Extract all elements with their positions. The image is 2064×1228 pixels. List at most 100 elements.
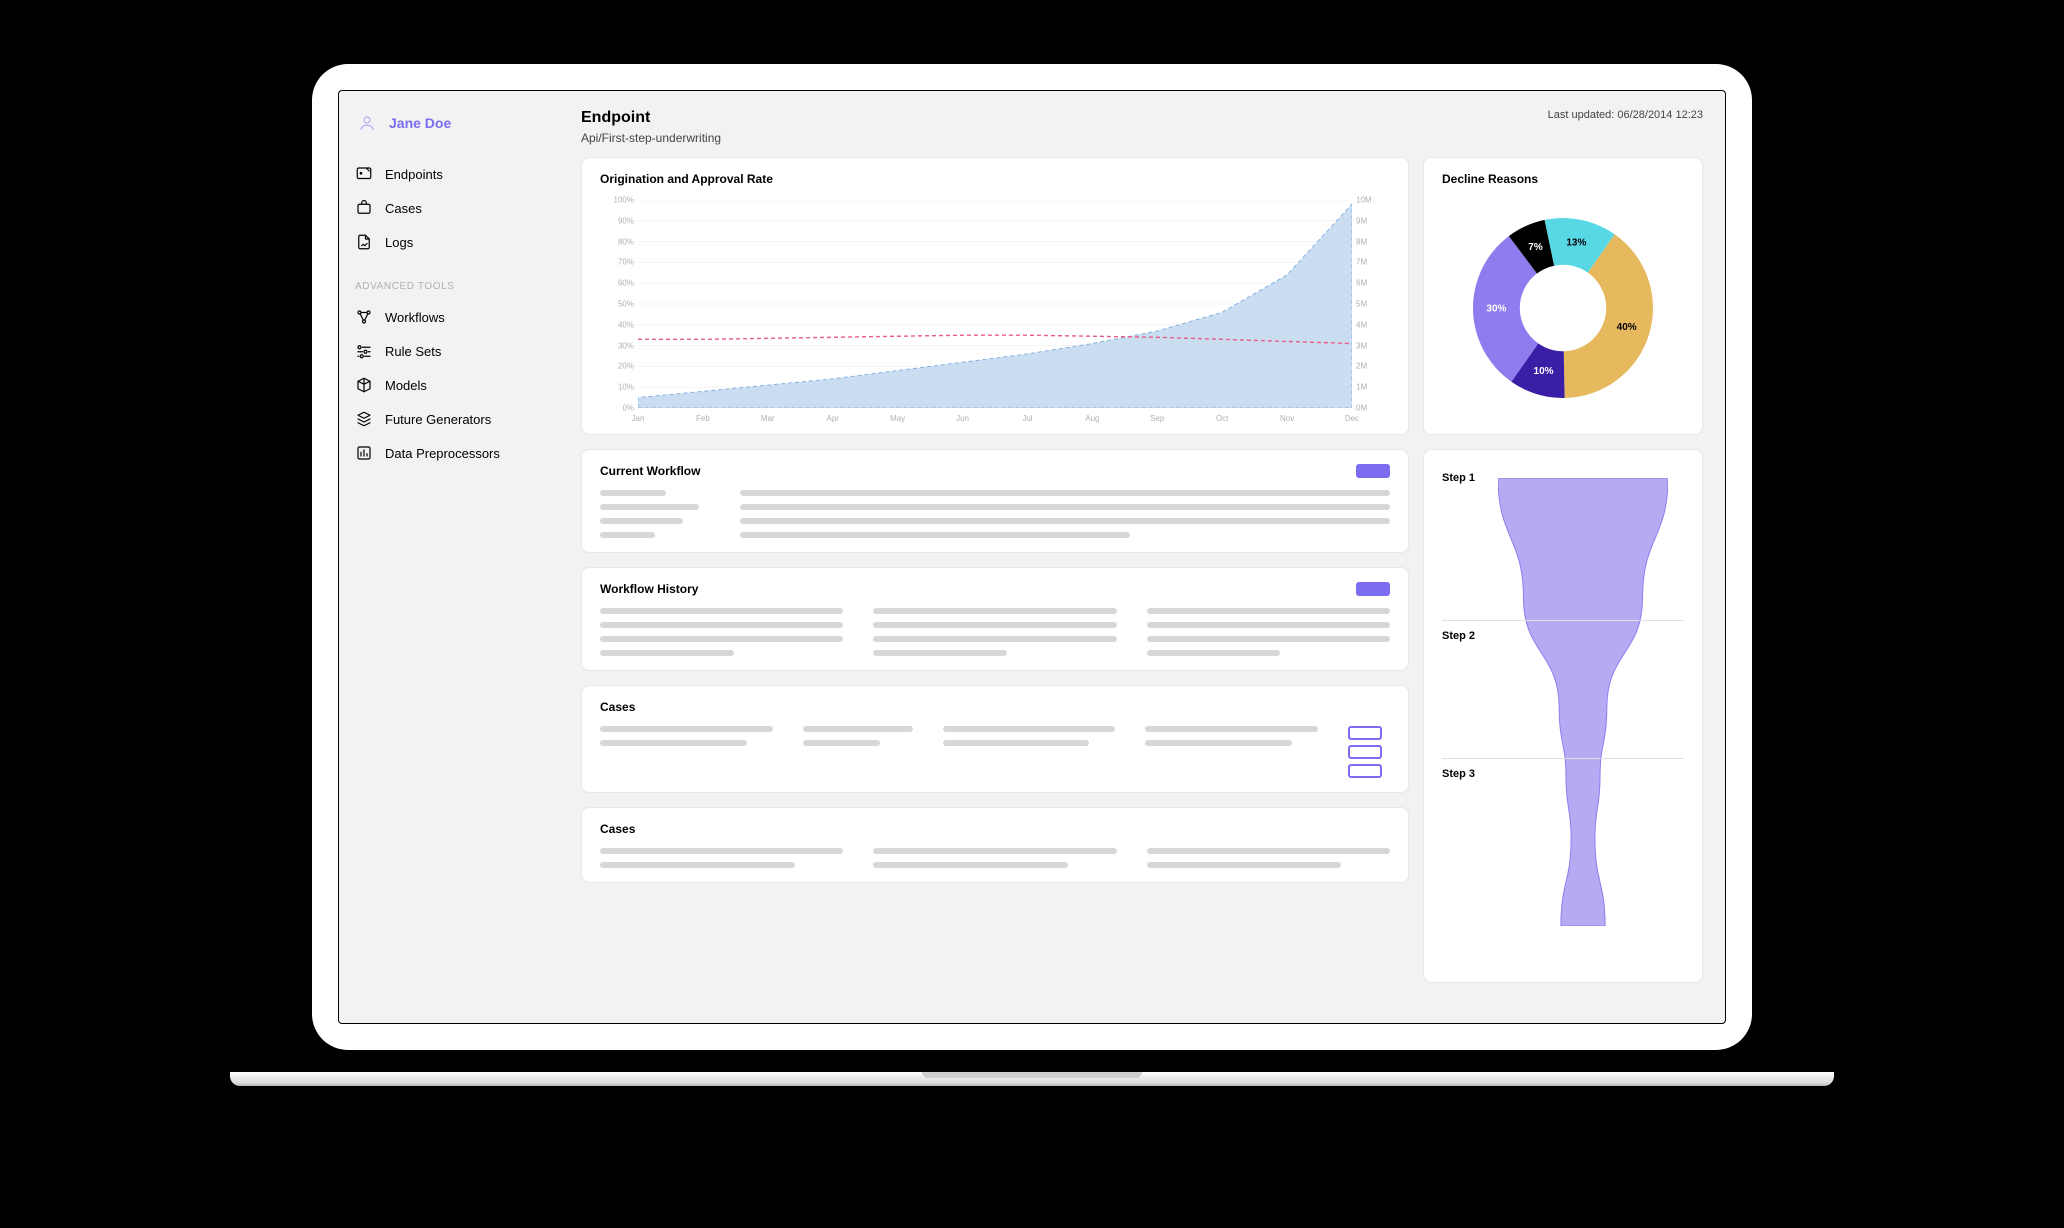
y-right-tick: 5M [1356, 300, 1367, 309]
skeleton [600, 726, 1390, 778]
endpoints-icon [355, 165, 373, 183]
right-stack: Step 1Step 2Step 3 [1423, 449, 1703, 983]
user-avatar-icon [355, 111, 379, 135]
chart-x-axis: JanFebMarAprMayJunJulAugSepOctNovDec [638, 414, 1352, 426]
y-left-tick: 80% [618, 237, 634, 246]
donut-wrap: 40% 10% 30% 7% 13% [1442, 196, 1684, 420]
nav-item-generators[interactable]: Future Generators [355, 402, 543, 436]
y-left-tick: 90% [618, 216, 634, 225]
cases-row-action[interactable] [1348, 764, 1382, 778]
y-left-tick: 50% [618, 300, 634, 309]
current-workflow-card: Current Workflow [581, 449, 1409, 553]
workflows-icon [355, 308, 373, 326]
y-right-tick: 6M [1356, 279, 1367, 288]
nav-item-rulesets[interactable]: Rule Sets [355, 334, 543, 368]
nav-item-cases[interactable]: Cases [355, 191, 543, 225]
main: Endpoint Api/First-step-underwriting Las… [559, 91, 1725, 1023]
y-left-tick: 30% [618, 341, 634, 350]
cases-card-a: Cases [581, 685, 1409, 793]
y-right-tick: 10M [1356, 196, 1372, 205]
nav-section-label: ADVANCED TOOLS [355, 281, 543, 292]
donut-slice-label: 30% [1486, 304, 1506, 315]
nav-item-logs[interactable]: Logs [355, 225, 543, 259]
funnel-step-label: Step 1 [1442, 472, 1475, 484]
y-right-tick: 1M [1356, 383, 1367, 392]
nav-item-endpoints[interactable]: Endpoints [355, 157, 543, 191]
page-title: Endpoint [581, 109, 721, 127]
workflow-history-card: Workflow History [581, 567, 1409, 671]
donut-slice-label: 40% [1617, 322, 1637, 333]
chart-svg [638, 200, 1352, 408]
user-name: Jane Doe [389, 115, 451, 131]
page-subtitle: Api/First-step-underwriting [581, 131, 721, 145]
x-tick: Apr [826, 414, 838, 423]
skeleton [600, 608, 1390, 656]
skeleton [600, 490, 1390, 538]
nav-item-models[interactable]: Models [355, 368, 543, 402]
funnel-step-label: Step 3 [1442, 768, 1475, 780]
funnel-shape [1498, 478, 1668, 926]
left-stack: Current Workflow [581, 449, 1409, 983]
funnel-separator [1442, 620, 1684, 621]
workflow-history-badge[interactable] [1356, 582, 1390, 596]
current-workflow-badge[interactable] [1356, 464, 1390, 478]
y-right-tick: 0M [1356, 404, 1367, 413]
laptop-base [230, 1072, 1834, 1086]
chart-y-axis-right: 0M1M2M3M4M5M6M7M8M9M10M [1356, 200, 1392, 408]
origination-chart-card: Origination and Approval Rate 0%10%20%30… [581, 157, 1409, 435]
x-tick: Jun [956, 414, 969, 423]
user-row[interactable]: Jane Doe [355, 111, 543, 135]
y-left-tick: 100% [614, 196, 634, 205]
y-left-tick: 40% [618, 320, 634, 329]
nav-item-label: Cases [385, 201, 422, 216]
nav-item-label: Rule Sets [385, 344, 441, 359]
y-left-tick: 60% [618, 279, 634, 288]
x-tick: Aug [1085, 414, 1099, 423]
chart-plot-area [638, 200, 1352, 408]
laptop-body: Jane Doe Endpoints Cases Logs ADVANCED TOO… [312, 64, 1752, 1050]
preprocessors-icon [355, 444, 373, 462]
donut-slice-label: 13% [1566, 237, 1586, 248]
rulesets-icon [355, 342, 373, 360]
x-tick: Oct [1216, 414, 1228, 423]
current-workflow-title: Current Workflow [600, 464, 700, 478]
last-updated-value: 06/28/2014 12:23 [1617, 109, 1703, 121]
logs-icon [355, 233, 373, 251]
nav-item-label: Workflows [385, 310, 445, 325]
x-tick: Nov [1280, 414, 1294, 423]
funnel-separator [1442, 758, 1684, 759]
y-right-tick: 7M [1356, 258, 1367, 267]
page-header: Endpoint Api/First-step-underwriting Las… [581, 109, 1703, 145]
cases-row-action[interactable] [1348, 726, 1382, 740]
chart-y-axis-left: 0%10%20%30%40%50%60%70%80%90%100% [598, 200, 634, 408]
donut-slice-label: 7% [1528, 242, 1543, 253]
cases-row-action[interactable] [1348, 745, 1382, 759]
sidebar: Jane Doe Endpoints Cases Logs ADVANCED TOO… [339, 91, 559, 1023]
nav-item-label: Logs [385, 235, 413, 250]
y-right-tick: 3M [1356, 341, 1367, 350]
x-tick: May [890, 414, 905, 423]
donut-slice-label: 10% [1534, 366, 1554, 377]
x-tick: Jul [1022, 414, 1032, 423]
cases-card-b: Cases [581, 807, 1409, 883]
funnel-chart [1498, 478, 1668, 926]
stage: Jane Doe Endpoints Cases Logs ADVANCED TOO… [0, 0, 2064, 1228]
last-updated-prefix: Last updated: [1548, 109, 1618, 121]
y-left-tick: 10% [618, 383, 634, 392]
skeleton [600, 848, 1390, 868]
nav-item-preprocessors[interactable]: Data Preprocessors [355, 436, 543, 470]
chart-title: Origination and Approval Rate [600, 172, 1390, 186]
page-last-updated: Last updated: 06/28/2014 12:23 [1548, 109, 1703, 121]
donut-title: Decline Reasons [1442, 172, 1684, 186]
y-left-tick: 20% [618, 362, 634, 371]
cases-b-title: Cases [600, 822, 635, 836]
funnel-card: Step 1Step 2Step 3 [1423, 449, 1703, 983]
y-right-tick: 2M [1356, 362, 1367, 371]
nav-item-workflows[interactable]: Workflows [355, 300, 543, 334]
cases-icon [355, 199, 373, 217]
nav-item-label: Future Generators [385, 412, 491, 427]
nav-item-label: Endpoints [385, 167, 443, 182]
funnel-body: Step 1Step 2Step 3 [1442, 472, 1684, 932]
generators-icon [355, 410, 373, 428]
x-tick: Jan [632, 414, 645, 423]
